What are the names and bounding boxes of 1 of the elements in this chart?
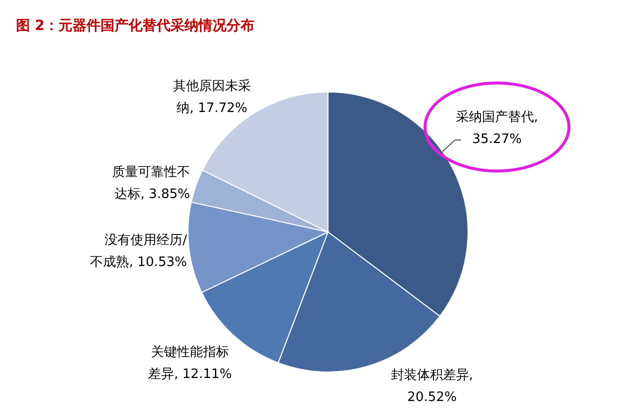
chart-title: 图 2：元器件国产化替代采纳情况分布 [16, 17, 255, 34]
